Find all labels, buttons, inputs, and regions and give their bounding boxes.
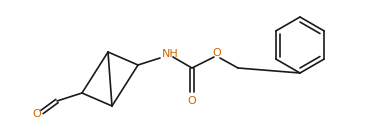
Text: NH: NH [162, 49, 179, 59]
Text: O: O [213, 48, 221, 58]
Text: O: O [33, 109, 42, 119]
Text: O: O [188, 96, 196, 106]
